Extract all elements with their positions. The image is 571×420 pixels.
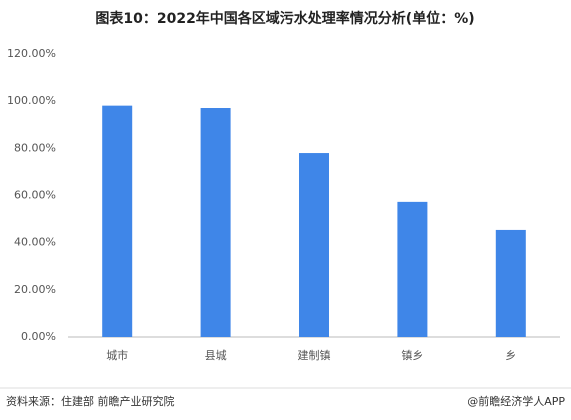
y-tick-label: 120.00% — [7, 47, 56, 60]
x-tick-label: 建制镇 — [298, 348, 331, 362]
source: 资料来源：住建部 前瞻产业研究院 — [6, 394, 175, 408]
credit: @前瞻经济学人APP — [467, 394, 565, 408]
y-tick-label: 60.00% — [14, 189, 56, 202]
y-tick-label: 40.00% — [14, 236, 56, 249]
y-tick-label: 0.00% — [21, 330, 56, 343]
bar — [397, 201, 428, 337]
x-tick-label: 城市 — [106, 348, 128, 362]
bar — [200, 108, 231, 338]
bar — [102, 105, 133, 338]
y-tick-label: 80.00% — [14, 141, 56, 154]
bar — [299, 153, 329, 337]
y-tick-label: 100.00% — [7, 94, 56, 107]
y-tick-label: 20.00% — [14, 283, 56, 296]
bar — [495, 229, 526, 337]
x-tick-label: 镇乡 — [401, 348, 423, 362]
chart-title: 图表10：2022年中国各区域污水处理率情况分析(单位：%) — [95, 10, 474, 27]
x-tick-label: 县城 — [205, 349, 227, 362]
x-tick-label: 乡 — [505, 349, 516, 362]
